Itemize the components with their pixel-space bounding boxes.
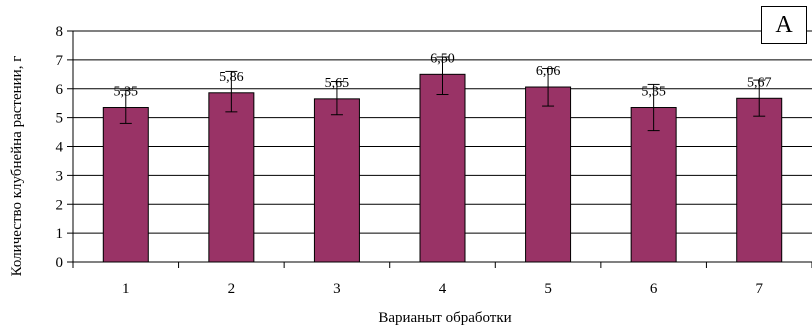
bar: [419, 73, 466, 263]
y-tick-label: 2: [56, 197, 64, 213]
x-tick-label: 4: [439, 281, 447, 297]
value-labels: 5,35 5,86 5,65 6,50 6,06 5,35 5,67: [114, 51, 772, 99]
bar: [736, 97, 783, 263]
y-tick-label: 1: [56, 226, 64, 242]
y-tick-label: 6: [56, 82, 64, 98]
value-label: 5,35: [114, 85, 139, 100]
x-tick-label: 3: [333, 281, 341, 297]
error-bars: [119, 56, 766, 132]
bar: [313, 98, 360, 263]
y-axis-title: Количество клубнейна растении, г: [9, 56, 25, 277]
x-axis-title: Варианыт обработки: [378, 310, 511, 326]
value-label: 5,86: [219, 70, 244, 85]
bar: [102, 107, 149, 263]
value-label: 5,35: [641, 85, 666, 100]
y-tick-label: 4: [56, 140, 64, 156]
value-label: 5,67: [747, 75, 772, 90]
bars: [102, 73, 783, 263]
x-tick-label: 1: [122, 281, 130, 297]
value-label: 5,65: [325, 76, 350, 91]
bar: [525, 86, 572, 263]
y-tick-label: 3: [56, 168, 64, 184]
x-tick-labels: 1 2 3 4 5 6 7: [122, 281, 763, 297]
x-tick-label: 5: [544, 281, 552, 297]
value-label: 6,50: [430, 51, 455, 66]
x-tick-label: 6: [650, 281, 658, 297]
bar: [208, 92, 255, 263]
y-tick-label: 7: [56, 53, 64, 69]
x-tick-label: 2: [228, 281, 236, 297]
y-tick-label: 0: [56, 255, 64, 271]
bar: [630, 107, 677, 263]
y-tick-labels: 0 1 2 3 4 5 6 7 8: [56, 24, 64, 271]
panel-label: А: [761, 6, 807, 44]
x-tick-label: 7: [755, 281, 763, 297]
value-label: 6,06: [536, 64, 561, 79]
y-tick-label: 5: [56, 111, 64, 127]
y-tick-label: 8: [56, 24, 64, 40]
